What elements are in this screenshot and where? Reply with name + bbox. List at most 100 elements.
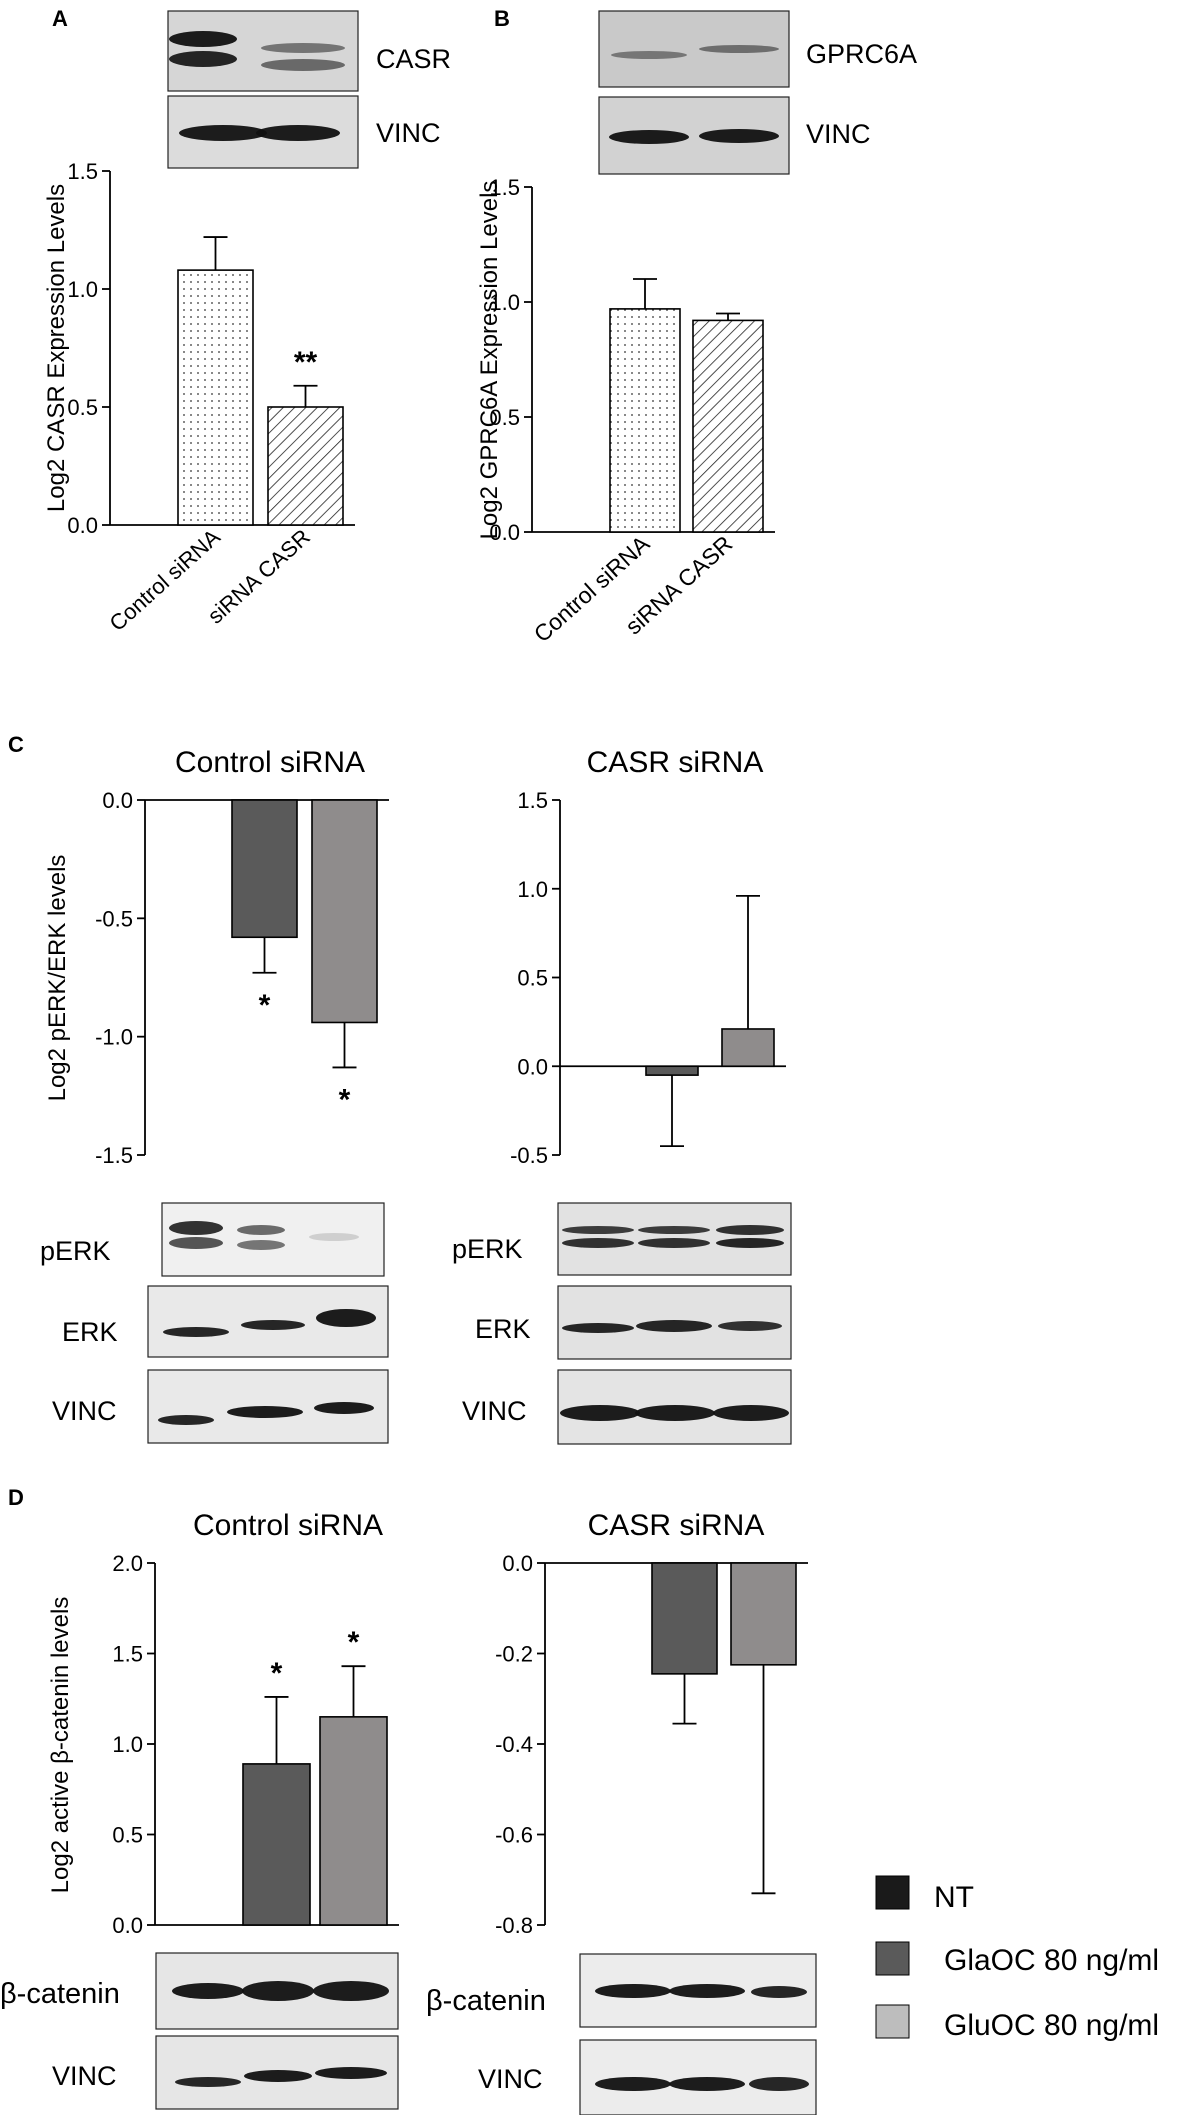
y-tick-label-c-left: -1.5 [95,1143,133,1168]
bar-d-left-2 [319,1716,388,1926]
chart-title-c-left: Control siRNA [175,746,365,779]
y-axis-label-a: Log2 CASR Expression Levels [43,184,70,512]
chart-c-right: 1.5 1.0 0.5 0.0 -0.5 [510,788,786,1168]
blot-label-d-left-vinc: VINC [52,2061,117,2091]
y-tick-label-d-left: 1.0 [112,1732,143,1757]
blot-label-b-gprc6a: GPRC6A [806,39,917,69]
chart-d-right: 0.0 -0.2 -0.4 -0.6 -0.8 [495,1551,808,1938]
blot-label-a-vinc: VINC [376,118,441,148]
legend-label-nt: NT [934,1881,974,1914]
bar-c-left-1 [231,799,298,939]
legend-swatch-glaoc [875,1941,910,1976]
bar-c-left-2 [311,799,378,1024]
blot-label-a-casr: CASR [376,44,451,74]
y-tick-label-c-left: 0.0 [102,788,133,813]
panel-letter-d: D [8,1485,24,1510]
y-tick-label-c-right: 1.5 [517,788,548,813]
bar-d-left-1 [242,1763,311,1926]
panel-letter-c: C [8,732,24,757]
chart-title-d-right: CASR siRNA [588,1509,765,1542]
y-tick-label-d-right: -0.8 [495,1913,533,1938]
bar-a-0 [177,269,254,526]
blot-d-left-bcatenin [155,1952,399,2030]
y-tick-label-a: 1.0 [67,277,98,302]
bar-b-0 [609,308,681,533]
blot-label-d-left-bcatenin: β-catenin [0,1978,120,2010]
significance-d-left-2: * [348,1626,360,1659]
chart-c-left: 0.0 -0.5 -1.0 -1.5 * * Log2 pERK/ERK levels [44,788,389,1168]
y-tick-label-c-right: 0.5 [517,966,548,991]
bar-d-right-2 [730,1562,797,1666]
blot-label-c-left-erk: ERK [62,1317,118,1347]
y-axis-label-d-left: Log2 active β-catenin levels [47,1597,74,1894]
y-tick-label-d-right: 0.0 [502,1551,533,1576]
y-tick-label-d-right: -0.4 [495,1732,533,1757]
legend-label-gluoc: GluOC 80 ng/ml [944,2009,1159,2042]
y-tick-label-c-left: -1.0 [95,1025,133,1050]
blot-label-d-right-vinc: VINC [478,2064,543,2094]
panel-letter-a: A [52,6,68,31]
y-tick-label-a: 0.5 [67,395,98,420]
y-tick-label-c-left: -0.5 [95,906,133,931]
blot-label-c-right-vinc: VINC [462,1396,527,1426]
blot-c-left-vinc [147,1369,389,1444]
blot-d-left-vinc [155,2035,399,2110]
y-tick-label-c-right: 0.0 [517,1054,548,1079]
significance-c-left-2: * [339,1083,351,1116]
panel-letter-b: B [494,6,510,31]
blot-d-right-bcatenin [579,1953,817,2028]
blot-label-c-right-perk: pERK [452,1234,523,1264]
y-tick-label-d-left: 0.0 [112,1913,143,1938]
blot-c-left-erk [147,1285,389,1358]
blot-c-right-vinc [557,1369,792,1445]
chart-d-left: 0.0 0.5 1.0 1.5 2.0 * * Log2 active β-catenin l… [47,1551,399,1938]
bar-b-1 [692,319,764,533]
legend-label-glaoc: GlaOC 80 ng/ml [944,1944,1159,1977]
y-tick-label-a: 1.5 [67,159,98,184]
chart-title-d-left: Control siRNA [193,1509,383,1542]
blot-label-b-vinc: VINC [806,119,871,149]
significance-a-1: ** [294,346,318,379]
blot-label-d-right-bcatenin: β-catenin [426,1985,546,2017]
blot-c-left-perk [161,1202,385,1277]
y-tick-label-b: 1.0 [489,290,520,315]
legend-swatch-gluoc [875,2004,910,2039]
blot-c-right-perk [557,1202,792,1276]
y-axis-label-c-left: Log2 pERK/ERK levels [44,855,71,1102]
significance-c-left-1: * [259,989,271,1022]
bar-a-1 [267,406,344,526]
bar-c-right-1 [645,1065,699,1076]
y-tick-label-d-right: -0.6 [495,1823,533,1848]
legend: NT GlaOC 80 ng/ml GluOC 80 ng/ml [875,1875,1159,2042]
blot-b-vinc [598,96,790,175]
blot-a-vinc [167,95,359,169]
category-label-a-0: Control siRNA [105,524,226,636]
y-tick-label-b: 0.5 [489,405,520,430]
bar-c-right-2 [721,1028,775,1068]
blot-c-right-erk [557,1285,792,1360]
y-tick-label-b: 0.0 [489,520,520,545]
blot-b-gprc6a [598,10,790,88]
bar-d-right-1 [651,1562,718,1675]
blot-label-c-left-perk: pERK [40,1236,111,1266]
y-tick-label-a: 0.0 [67,513,98,538]
chart-title-c-right: CASR siRNA [587,746,764,779]
y-tick-label-d-left: 1.5 [112,1642,143,1667]
western-blots [147,10,817,2115]
y-tick-label-c-right: -0.5 [510,1143,548,1168]
y-tick-label-d-left: 0.5 [112,1823,143,1848]
y-tick-label-d-left: 2.0 [112,1551,143,1576]
blot-label-c-left-vinc: VINC [52,1396,117,1426]
y-tick-label-c-right: 1.0 [517,877,548,902]
y-tick-label-d-right: -0.2 [495,1642,533,1667]
y-axis-label-b: Log2 GPRC6A Expression Levels [476,181,503,540]
blot-d-right-vinc [579,2039,817,2115]
legend-swatch-nt [875,1875,910,1910]
blot-a-casr [167,10,359,92]
y-tick-label-b: 1.5 [489,175,520,200]
blot-label-c-right-erk: ERK [475,1314,531,1344]
